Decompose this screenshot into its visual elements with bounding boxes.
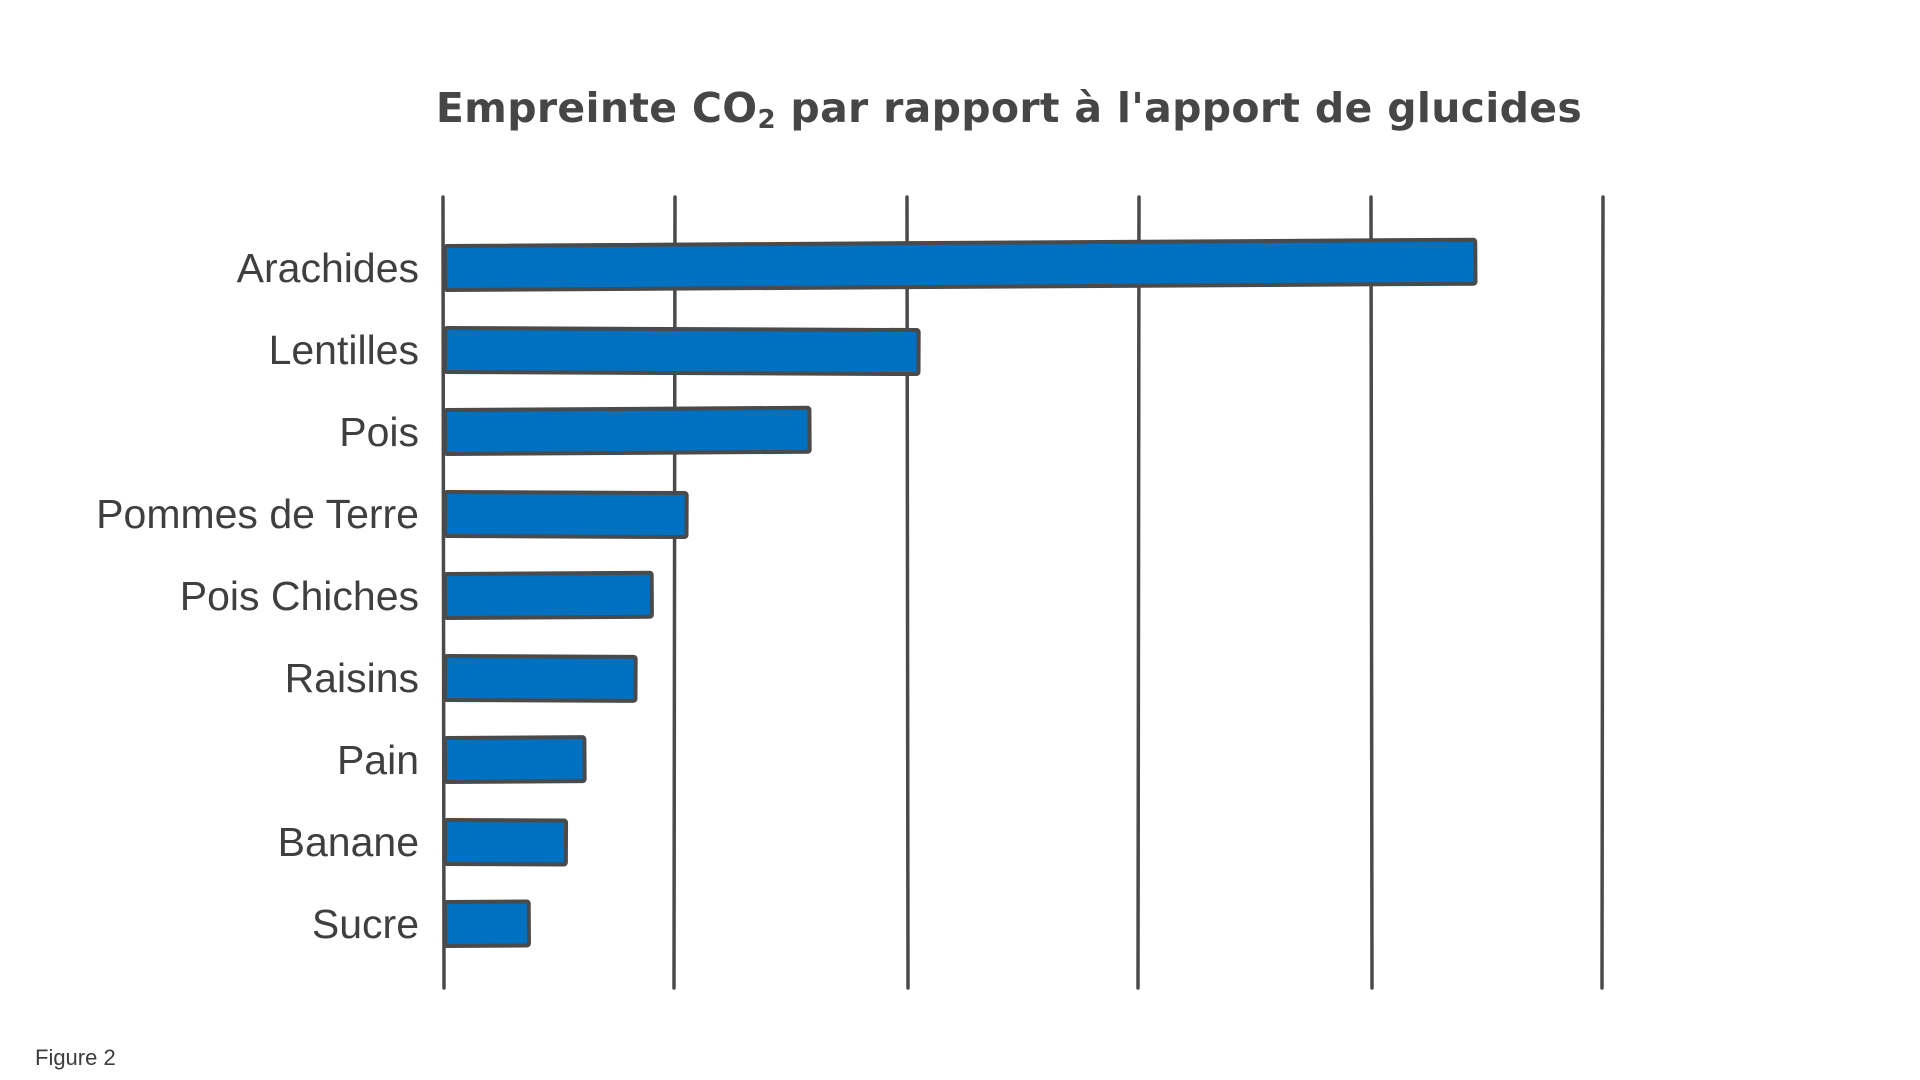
gridline-1 bbox=[672, 195, 677, 990]
gridline-3 bbox=[1136, 195, 1141, 990]
bar-banane bbox=[442, 818, 569, 867]
bar-pain bbox=[442, 735, 587, 784]
chart-title: Empreinte CO2 par rapport à l'apport de … bbox=[0, 84, 1920, 135]
bar-sucre bbox=[442, 899, 531, 948]
bar-lentilles bbox=[442, 326, 921, 377]
category-label-raisins: Raisins bbox=[285, 655, 419, 701]
category-label-pois-chiches: Pois Chiches bbox=[180, 573, 419, 619]
category-label-lentilles: Lentilles bbox=[269, 327, 419, 373]
category-label-arachides: Arachides bbox=[237, 245, 419, 291]
bar-pommes-de-terre bbox=[442, 490, 689, 540]
category-label-banane: Banane bbox=[278, 819, 419, 865]
category-label-pommes-de-terre: Pommes de Terre bbox=[96, 491, 419, 537]
category-label-pain: Pain bbox=[337, 737, 419, 783]
bar-pois bbox=[442, 405, 812, 456]
chart-title-rest: par rapport à l'apport de glucides bbox=[775, 84, 1583, 132]
bar-arachides bbox=[442, 237, 1478, 292]
bar-raisins bbox=[442, 654, 638, 703]
chart-title-main: Empreinte CO bbox=[435, 84, 758, 132]
gridline-4 bbox=[1369, 195, 1374, 990]
chart-title-subscript: 2 bbox=[757, 105, 776, 135]
gridline-5 bbox=[1600, 195, 1605, 990]
category-labels: Arachides Lentilles Pois Pommes de Terre Poi… bbox=[96, 245, 419, 947]
bars bbox=[442, 237, 1478, 948]
figure-caption: Figure 2 bbox=[35, 1045, 116, 1070]
gridline-2 bbox=[905, 195, 910, 990]
category-label-pois: Pois bbox=[339, 409, 419, 455]
bar-pois-chiches bbox=[442, 570, 654, 620]
category-label-sucre: Sucre bbox=[312, 901, 419, 947]
